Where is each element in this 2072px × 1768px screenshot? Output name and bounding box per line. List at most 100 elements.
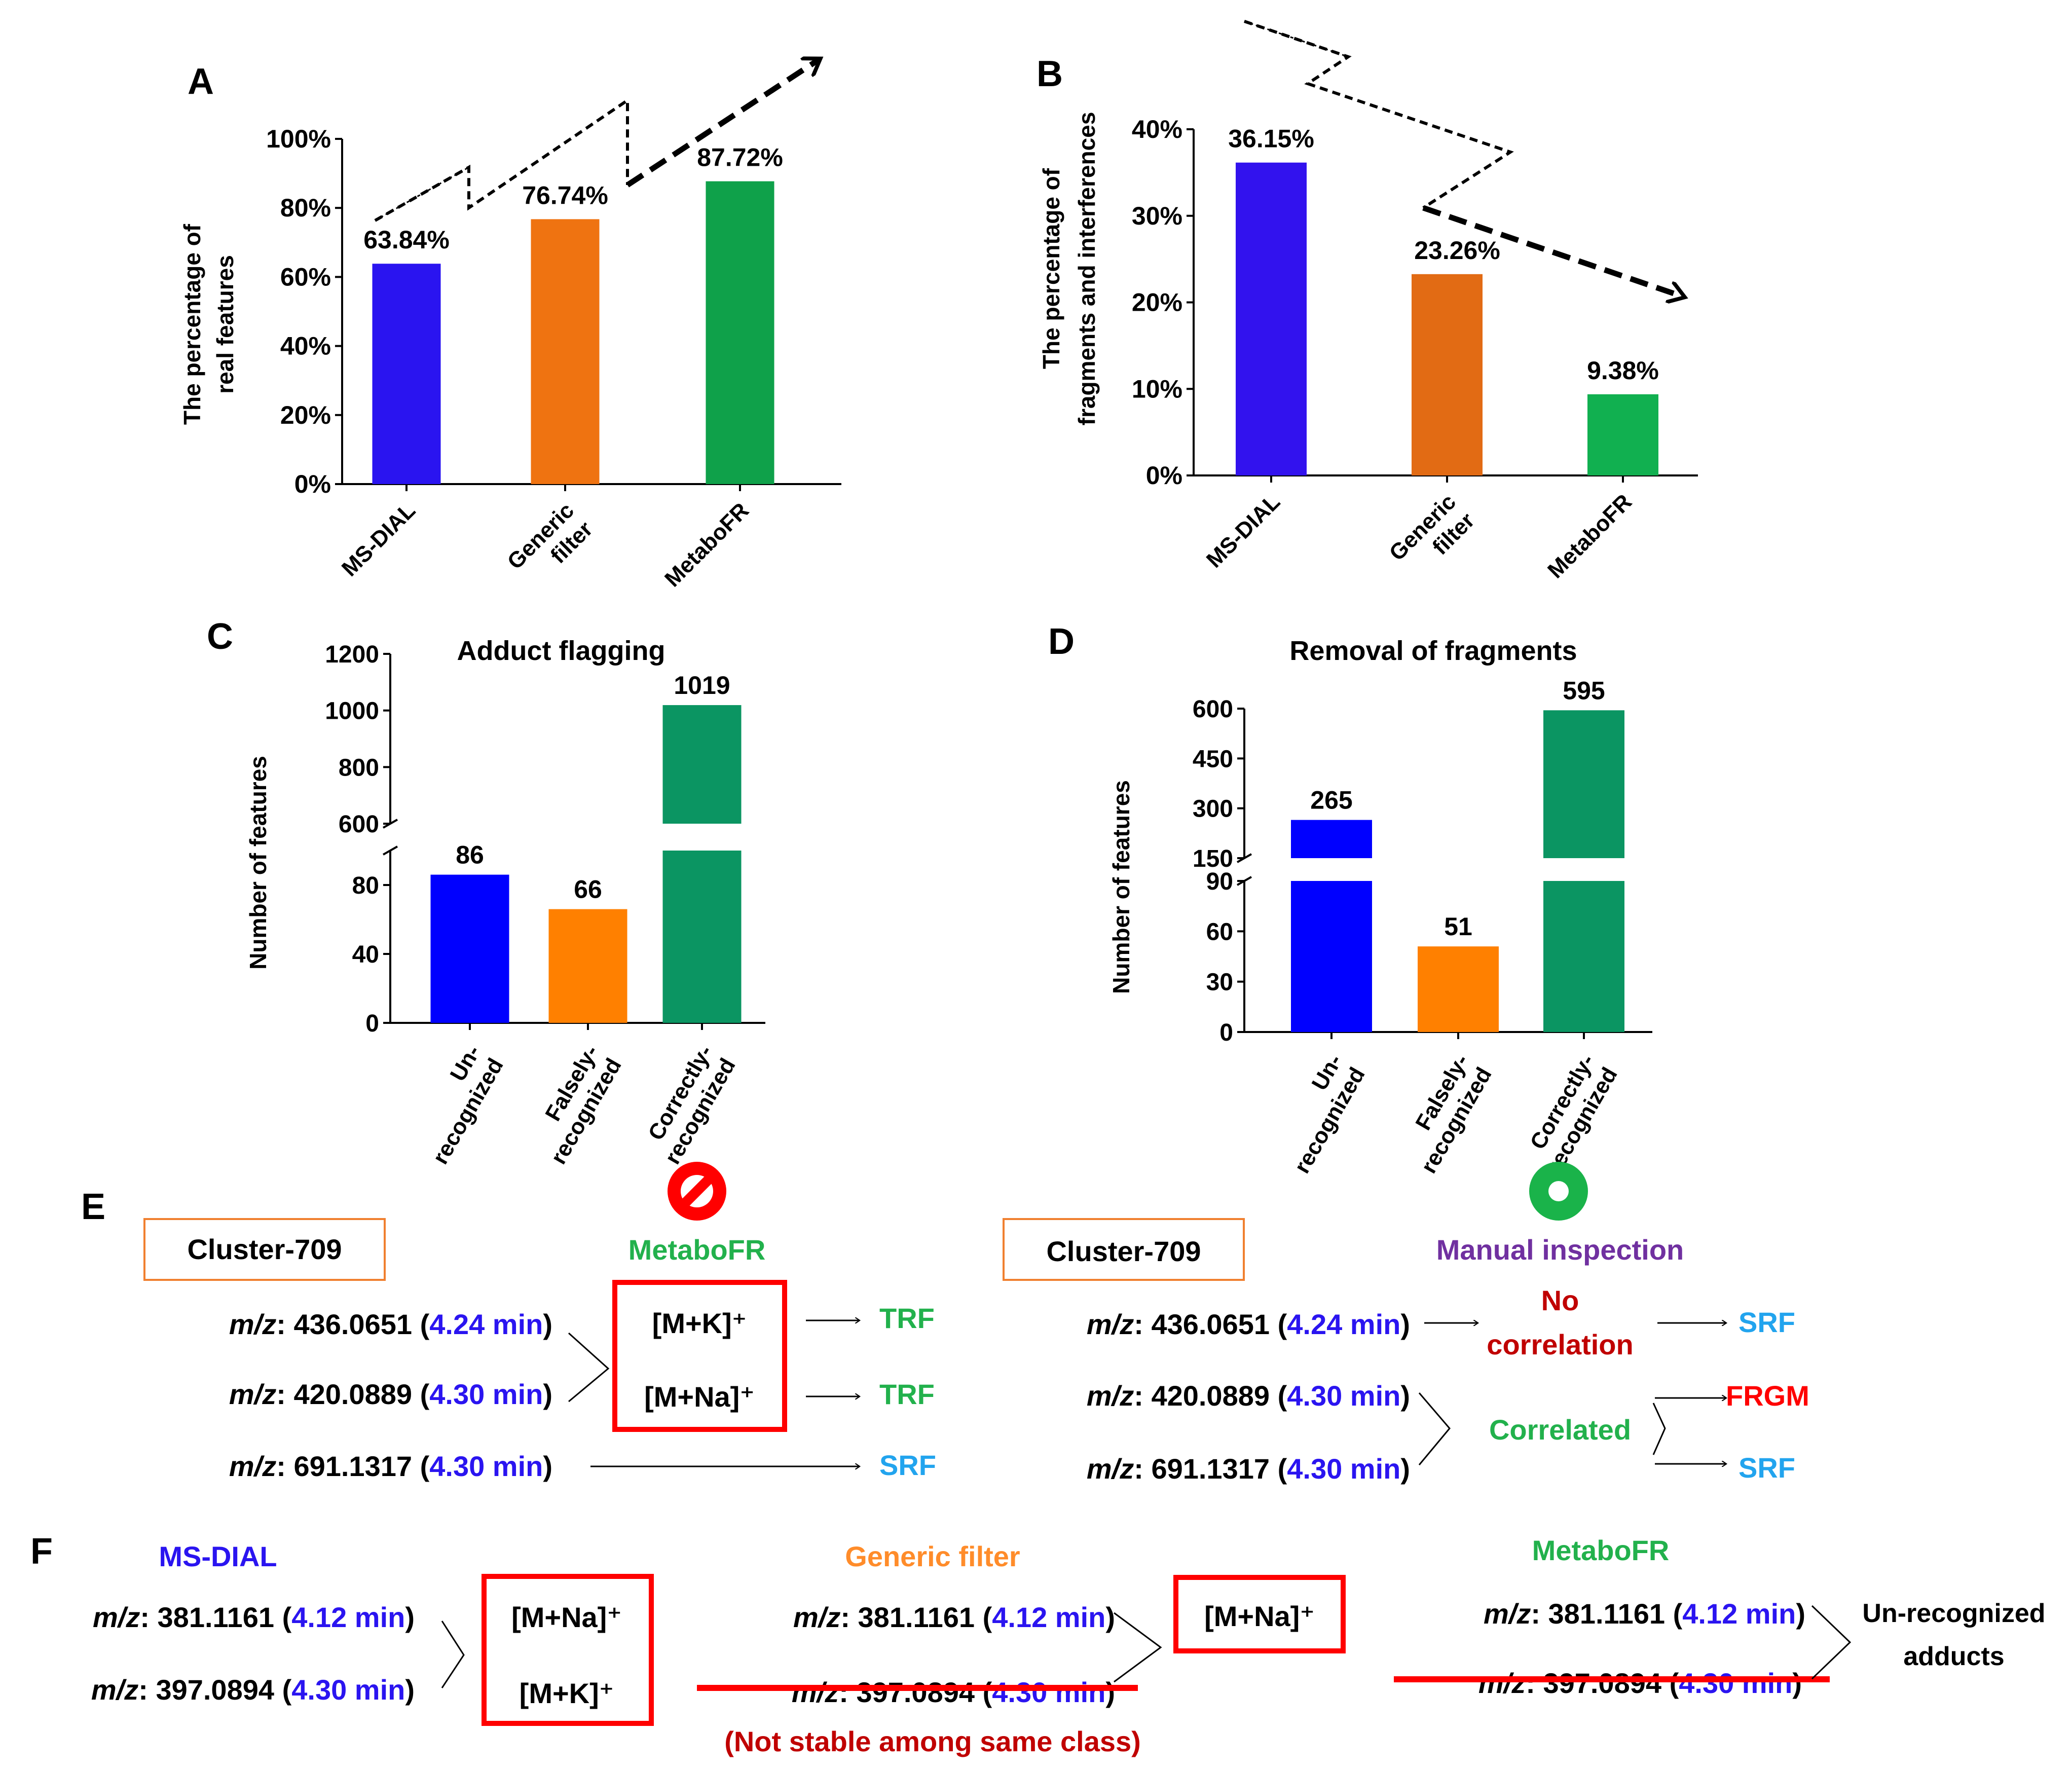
panel-a-letter: A xyxy=(188,61,214,102)
panel-c-ytick-label: 80 xyxy=(352,872,379,899)
panel-d-ytick-label: 30 xyxy=(1206,969,1233,996)
panel-a-category-label: Genericfilter xyxy=(503,498,598,593)
panel-b-trend-thin-segment xyxy=(1244,20,1349,58)
panel-b-category-label: MS-DIAL xyxy=(1202,489,1285,572)
panel-a-value-label: 76.74% xyxy=(522,181,608,209)
panel-b-ytick-label: 0% xyxy=(1146,461,1182,490)
panel-e-right-result-2: FRGM xyxy=(1726,1380,1809,1412)
panel-a-value-label: 63.84% xyxy=(363,226,450,254)
panel-c-category-label: Falsely-recognized xyxy=(523,1041,626,1169)
panel-f-metabofr-row-2: m/z: 397.0894 (4.30 min) xyxy=(1478,1667,1802,1699)
panel-d-bar-upper-segment xyxy=(1543,710,1624,858)
panel-b-value-label: 36.15% xyxy=(1228,125,1314,153)
panel-c-ytick-label: 40 xyxy=(352,941,379,968)
green-ok-circle-icon xyxy=(1529,1162,1588,1221)
panel-e-adduct-1: [M+K]⁺ xyxy=(652,1307,747,1339)
panel-c-bar xyxy=(548,909,627,1023)
panel-e-left-row-2: m/z: 420.0889 (4.30 min) xyxy=(229,1378,552,1410)
panel-f-generic-note: (Not stable among same class) xyxy=(724,1725,1141,1757)
panel-d-title: Removal of fragments xyxy=(1289,636,1577,666)
panel-c-value-label: 1019 xyxy=(674,671,730,699)
panel-e-no-correlation-line1: No xyxy=(1541,1284,1579,1316)
panel-e-left-result-3: SRF xyxy=(879,1449,936,1481)
panel-e-right-row-1: m/z: 436.0651 (4.24 min) xyxy=(1087,1308,1410,1340)
panel-e-right-method: Manual inspection xyxy=(1436,1234,1684,1266)
panel-c-bar-upper-segment xyxy=(662,705,742,824)
panel-b-bar xyxy=(1587,394,1658,475)
panel-a-ytick-label: 80% xyxy=(280,194,331,222)
panel-f-metabofr-title: MetaboFR xyxy=(1532,1534,1670,1566)
panel-d-ylabel: Number of features xyxy=(1108,780,1134,994)
panel-d-bar-lower-segment xyxy=(1291,881,1372,1032)
panel-b-chart: B The percentage of fragments and interf… xyxy=(1037,20,1698,584)
panel-a-category-label: MetaboFR xyxy=(660,498,754,592)
panel-e-adduct-box xyxy=(612,1280,787,1432)
panel-c-ytick-label: 0 xyxy=(365,1010,379,1037)
panel-e-adduct-2: [M+Na]⁺ xyxy=(644,1381,755,1413)
panel-e-left-cluster-label: Cluster-709 xyxy=(187,1233,342,1265)
panel-f-letter: F xyxy=(30,1531,53,1572)
panel-b-value-label: 9.38% xyxy=(1587,356,1659,385)
panel-f-generic-row-2: m/z: 397.0894 (4.30 min) xyxy=(792,1676,1115,1708)
panel-b-category-label: Genericfilter xyxy=(1385,489,1479,584)
panel-c-axis-break-mark xyxy=(383,845,398,856)
panel-b-ytick-label: 40% xyxy=(1132,115,1182,143)
panel-d-category-label: Falsely-recognized xyxy=(1393,1050,1497,1178)
panel-c-ylabel: Number of features xyxy=(245,756,271,970)
panel-a-marks: 0% 20% 40% 60% 80% 100% 63.84% MS-DIAL 76.74% Gen… xyxy=(266,125,841,593)
panel-f-generic-adduct: [M+Na]⁺ xyxy=(1204,1600,1315,1632)
panel-a-ytick-label: 0% xyxy=(294,470,331,498)
panel-a-ylabel-line1: The percentage of xyxy=(179,224,205,425)
panel-a-ylabel-line2: real features xyxy=(212,255,238,394)
panel-e-right-bracket xyxy=(1418,1392,1451,1465)
panel-e-left-result-1: TRF xyxy=(879,1302,935,1334)
panel-d-marks: 150 300 450 600 0 30 60 90 265 Un-recognized 51 Fal… xyxy=(1193,676,1652,1177)
panel-b-bar xyxy=(1412,274,1483,475)
panel-d-ytick-label: 60 xyxy=(1206,918,1233,945)
panel-e-correlated: Correlated xyxy=(1489,1414,1631,1446)
panel-b-ylabel-line2: fragments and interferences xyxy=(1074,112,1100,426)
panel-c-ytick-label: 800 xyxy=(339,754,379,781)
panel-f-msdial-adduct-1: [M+Na]⁺ xyxy=(511,1601,622,1633)
panel-b-letter: B xyxy=(1037,54,1063,94)
panel-b-ytick-label: 20% xyxy=(1132,288,1182,317)
panel-e-left-bracket xyxy=(568,1332,610,1403)
panel-f-msdial-row-1: m/z: 381.1161 (4.12 min) xyxy=(93,1601,415,1633)
panel-f-diagram: F MS-DIAL m/z: 381.1161 (4.12 min) m/z: … xyxy=(30,1531,2046,1757)
panel-e-diagram: E Cluster-709 MetaboFR m/z: 436.0651 (4.… xyxy=(81,1162,1809,1485)
panel-c-ytick-label: 1200 xyxy=(325,641,379,668)
panel-e-correlated-bracket xyxy=(1652,1403,1666,1455)
panel-e-letter: E xyxy=(81,1187,105,1227)
panel-c-chart: C Adduct flagging Number of features 600… xyxy=(207,616,765,1168)
panel-d-value-label: 265 xyxy=(1310,786,1352,815)
panel-c-category-label: Un-recognized xyxy=(405,1041,508,1169)
panel-c-marks: 600 800 1000 1200 0 40 80 86 Un-recognized 66 Fals… xyxy=(325,641,765,1168)
panel-f-msdial-adduct-box xyxy=(482,1574,654,1726)
panel-f-generic-adduct-box xyxy=(1173,1575,1346,1653)
panel-f-metabofr-result-line1: Un-recognized xyxy=(1862,1599,2045,1628)
panel-f-metabofr-result-line2: adducts xyxy=(1903,1642,2004,1671)
panel-e-right-row-3: m/z: 691.1317 (4.30 min) xyxy=(1087,1453,1410,1485)
panel-d-ytick-label: 90 xyxy=(1206,868,1233,895)
panel-a-bar xyxy=(372,264,441,484)
panel-f-msdial-bracket xyxy=(441,1620,465,1688)
panel-d-ytick-label: 600 xyxy=(1193,696,1233,723)
panel-c-letter: C xyxy=(207,616,233,657)
panel-f-metabofr-row-1: m/z: 381.1161 (4.12 min) xyxy=(1484,1598,1805,1630)
panel-b-marks: 0% 10% 20% 30% 40% 36.15% MS-DIAL 23.26% Generic… xyxy=(1132,115,1698,584)
panel-e-left-row-3: m/z: 691.1317 (4.30 min) xyxy=(229,1450,552,1482)
panel-a-value-label: 87.72% xyxy=(697,143,783,172)
panel-a-trend-dashed-line xyxy=(374,97,629,222)
panel-f-msdial-adduct-2: [M+K]⁺ xyxy=(520,1677,614,1709)
panel-c-ytick-label: 1000 xyxy=(325,698,379,725)
panel-e-left-result-2: TRF xyxy=(879,1378,935,1410)
panel-d-bar-lower-segment xyxy=(1543,881,1624,1032)
panel-d-category-label: Correctly-recognized xyxy=(1519,1050,1622,1178)
panel-f-generic-bracket xyxy=(1114,1612,1162,1683)
panel-f-msdial-title: MS-DIAL xyxy=(159,1540,277,1572)
panel-a-ytick-label: 100% xyxy=(266,125,331,153)
panel-b-ytick-label: 30% xyxy=(1132,202,1182,230)
panel-b-ytick-label: 10% xyxy=(1132,375,1182,403)
panel-c-category-label: Correctly-recognized xyxy=(637,1041,741,1169)
panel-e-left-cluster-box xyxy=(143,1218,386,1281)
